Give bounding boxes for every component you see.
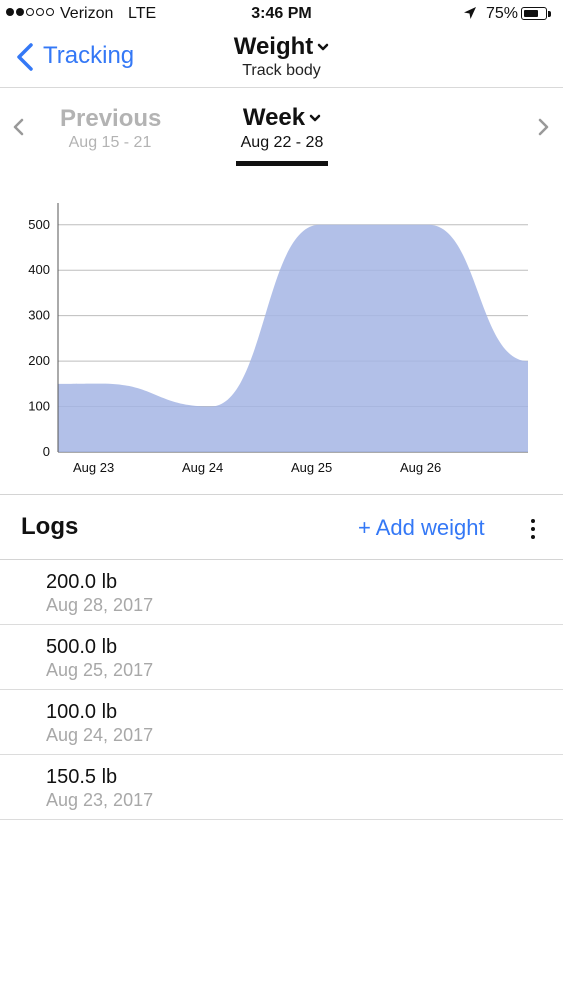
- page-subtitle: Track body: [242, 62, 321, 79]
- log-row[interactable]: 500.0 lb Aug 25, 2017: [0, 625, 563, 690]
- log-weight: 200.0 lb: [46, 571, 118, 593]
- signal-dot: [6, 8, 14, 16]
- log-weight: 150.5 lb: [46, 766, 118, 788]
- status-bar: Verizon LTE 3:46 PM 75%: [0, 0, 563, 30]
- log-row[interactable]: 100.0 lb Aug 24, 2017: [0, 690, 563, 755]
- nav-divider: [0, 87, 563, 88]
- period-label: Week: [242, 104, 306, 131]
- y-tick-label: 0: [43, 444, 50, 459]
- signal-strength-icon: [6, 8, 54, 16]
- chevron-down-icon: [318, 43, 329, 51]
- chevron-down-icon: [309, 114, 321, 122]
- x-tick-label: Aug 24: [182, 460, 223, 475]
- battery-percentage: 75%: [486, 5, 519, 22]
- log-date: Aug 23, 2017: [46, 790, 154, 810]
- signal-dot: [46, 8, 54, 16]
- previous-period-range: Aug 15 - 21: [68, 134, 152, 151]
- location-arrow-icon: [464, 7, 476, 19]
- chevron-left-icon[interactable]: [12, 118, 26, 136]
- y-tick-label: 200: [28, 353, 50, 368]
- log-date: Aug 25, 2017: [46, 660, 154, 680]
- x-tick-label: Aug 26: [400, 460, 441, 475]
- weight-area-chart: 0 100 200 300 400 500 Aug 23 Aug 24 Aug 25 Aug 2…: [28, 203, 528, 475]
- battery-level-fill: [524, 10, 539, 17]
- y-tick-label: 400: [28, 262, 50, 277]
- y-tick-label: 500: [28, 217, 50, 232]
- x-tick-label: Aug 23: [73, 460, 114, 475]
- previous-period-button[interactable]: Previous: [60, 105, 162, 132]
- page-title: Weight: [233, 33, 314, 60]
- logs-divider: [0, 559, 563, 560]
- y-tick-label: 300: [28, 308, 50, 323]
- battery-tip: [548, 11, 551, 17]
- status-time: 3:46 PM: [251, 5, 312, 22]
- back-chevron-icon[interactable]: [14, 42, 36, 72]
- log-date: Aug 24, 2017: [46, 725, 154, 745]
- y-tick-label: 100: [28, 399, 50, 414]
- network-type: LTE: [128, 5, 157, 22]
- active-period-indicator: [236, 161, 328, 166]
- log-row[interactable]: 200.0 lb Aug 28, 2017: [0, 560, 563, 625]
- signal-dot: [36, 8, 44, 16]
- page-title-dropdown[interactable]: Weight: [0, 33, 563, 61]
- add-weight-button[interactable]: + Add weight: [358, 515, 485, 540]
- log-date: Aug 28, 2017: [46, 595, 154, 615]
- signal-dot: [26, 8, 34, 16]
- log-row[interactable]: 150.5 lb Aug 23, 2017: [0, 755, 563, 820]
- battery-icon: [521, 7, 547, 20]
- chart-divider: [0, 494, 563, 495]
- carrier-name: Verizon: [60, 5, 114, 22]
- logs-heading: Logs: [21, 513, 79, 540]
- chevron-right-icon[interactable]: [536, 118, 550, 136]
- signal-dot: [16, 8, 24, 16]
- log-weight: 500.0 lb: [46, 636, 118, 658]
- log-weight: 100.0 lb: [46, 701, 118, 723]
- back-button[interactable]: Tracking: [43, 42, 135, 69]
- current-period-range: Aug 22 - 28: [240, 134, 324, 151]
- more-options-icon[interactable]: [528, 518, 538, 540]
- period-selector-dropdown[interactable]: Week: [236, 104, 328, 132]
- weight-area: [58, 224, 528, 452]
- x-tick-label: Aug 25: [291, 460, 332, 475]
